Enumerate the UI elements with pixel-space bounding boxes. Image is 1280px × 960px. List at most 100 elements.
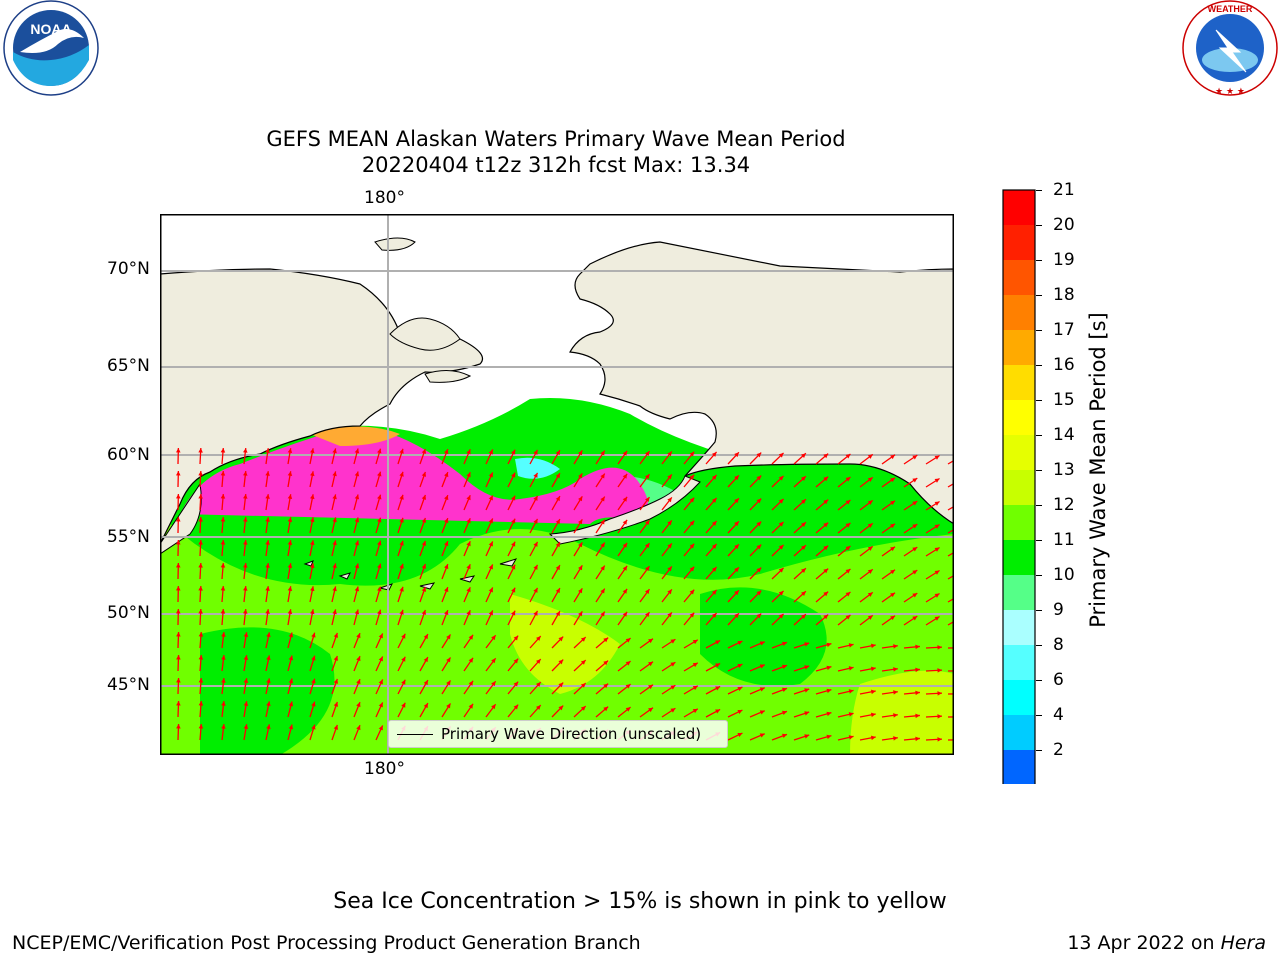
wave-vector-head <box>711 451 717 457</box>
wave-vector-head <box>890 569 896 575</box>
wave-vector-head <box>603 660 609 666</box>
wave-vector-head <box>715 663 721 668</box>
wave-vector <box>947 620 954 626</box>
wave-vector-head <box>555 450 560 456</box>
wave-vector-head <box>378 679 383 685</box>
colorbar-tick-mark <box>1036 575 1042 576</box>
wave-vector-head <box>513 681 519 687</box>
wave-vector-head <box>555 473 560 479</box>
wave-vector-head <box>423 634 428 640</box>
wave-vector-head <box>845 568 851 574</box>
wave-vector-head <box>689 589 695 595</box>
wave-vector-head <box>625 661 631 666</box>
colorbar-tick-mark <box>1036 190 1042 191</box>
wave-vector-head <box>243 724 249 729</box>
wave-vector-head <box>198 448 203 453</box>
legend-line <box>397 734 433 735</box>
wave-vector-head <box>243 563 248 568</box>
wave-vector-head <box>555 565 560 571</box>
wave-vector-head <box>198 678 204 683</box>
wave-vector-head <box>356 702 361 708</box>
lat-label-70: 70°N <box>107 259 150 279</box>
wave-vector-head <box>826 711 832 717</box>
wave-vector-head <box>378 656 383 662</box>
wave-vector-head <box>578 450 583 456</box>
wave-vector-head <box>176 540 181 545</box>
wave-vector-head <box>934 616 940 621</box>
wave-vector-head <box>670 639 676 644</box>
wave-vector-head <box>266 632 271 638</box>
footer-date-text: 13 Apr 2022 on <box>1067 932 1221 954</box>
wave-vector-head <box>558 682 564 688</box>
wave-vector-head <box>600 565 605 571</box>
wave-vector-head <box>221 724 226 729</box>
wave-vector-head <box>692 662 698 668</box>
wave-vector-head <box>645 474 650 480</box>
wave-vector-head <box>578 588 583 594</box>
sea-ice-orange <box>310 426 400 446</box>
wave-vector-head <box>667 497 672 503</box>
nws-logo: WEATHER ★ ★ ★ <box>1176 0 1280 100</box>
colorbar-tick-label: 18 <box>1053 285 1075 305</box>
lon-label-bottom: 180° <box>364 759 405 779</box>
footer-credit: NCEP/EMC/Verification Post Processing Pr… <box>12 932 641 954</box>
wave-vector-head <box>198 517 203 522</box>
wave-vector-head <box>778 567 784 573</box>
wave-vector-head <box>934 478 940 483</box>
wave-vector-head <box>893 690 898 695</box>
wave-vector-head <box>782 641 787 647</box>
wave-vector-head <box>603 706 609 712</box>
wave-vector-head <box>934 524 940 529</box>
colorbar-tick-mark <box>1036 750 1042 751</box>
noaa-logo: NOAA <box>0 0 104 100</box>
wave-vector-head <box>734 590 739 596</box>
wave-vector-head <box>645 451 650 457</box>
colorbar-segment <box>1003 225 1035 260</box>
wave-vector-head <box>801 499 806 504</box>
colorbar-segment <box>1003 540 1035 575</box>
wave-vector-head <box>867 546 873 551</box>
wave-vector-head <box>648 661 654 667</box>
wave-vector-head <box>377 609 382 615</box>
colorbar-tick-label: 15 <box>1053 390 1075 410</box>
wave-vector-head <box>645 520 650 526</box>
wave-vector-head <box>287 448 293 454</box>
wave-vector-head <box>734 452 739 458</box>
wave-vector-head <box>823 522 829 528</box>
period-11s-patch <box>700 587 827 686</box>
wave-vector-head <box>511 495 516 501</box>
wave-vector-head <box>737 640 743 646</box>
wave-vector-head <box>377 586 382 592</box>
wave-vector-head <box>265 494 270 499</box>
wave-vector-head <box>310 448 315 454</box>
wave-vector-head <box>912 593 918 598</box>
wave-vector-head <box>558 705 564 711</box>
wave-vector-head <box>310 586 315 592</box>
wave-vector-head <box>243 494 248 499</box>
wave-vector-head <box>399 494 404 500</box>
wave-vector-head <box>734 567 739 573</box>
colorbar-tick-label: 9 <box>1053 600 1064 620</box>
wave-vector-head <box>444 495 449 501</box>
wave-vector-head <box>870 666 876 672</box>
wave-vector-head <box>845 591 851 597</box>
wave-vector-head <box>711 520 717 526</box>
vector-legend: Primary Wave Direction (unscaled) <box>388 720 728 748</box>
wave-vector-head <box>311 655 316 661</box>
wave-vector-head <box>221 655 226 660</box>
wave-vector-head <box>332 494 337 500</box>
wave-vector-head <box>711 497 717 503</box>
colorbar-segment <box>1003 190 1035 225</box>
wave-vector-head <box>421 517 427 523</box>
svg-text:★ ★ ★: ★ ★ ★ <box>1215 87 1245 97</box>
wave-vector-head <box>310 517 315 523</box>
wave-vector-head <box>533 541 538 547</box>
colorbar-tick-mark <box>1036 540 1042 541</box>
colorbar-tick-label: 21 <box>1053 180 1075 200</box>
wave-vector-head <box>734 521 739 527</box>
wave-vector-head <box>890 454 896 460</box>
wave-vector-head <box>421 609 427 615</box>
colorbar <box>1002 188 1036 815</box>
colorbar-tick-label: 8 <box>1053 635 1064 655</box>
wave-vector-head <box>715 686 721 691</box>
